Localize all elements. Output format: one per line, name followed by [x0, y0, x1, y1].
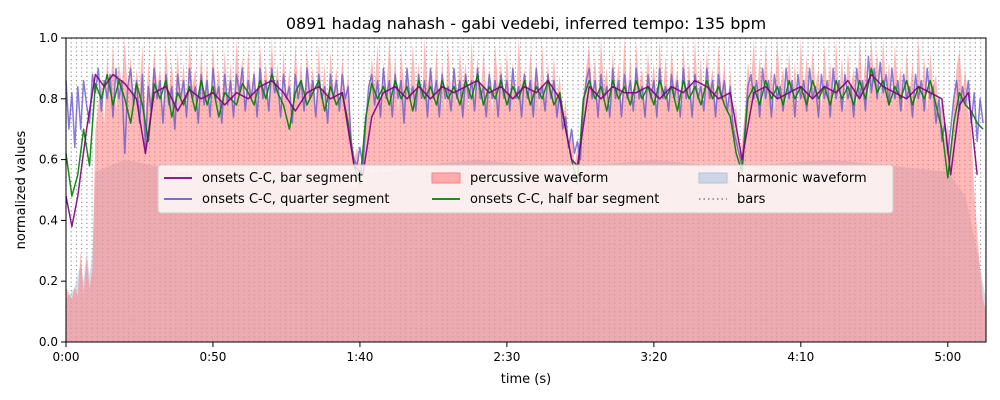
legend-item: percussive waveform	[431, 171, 608, 186]
y-tick-label: 0.0	[39, 335, 58, 349]
x-axis-label: time (s)	[501, 372, 551, 387]
legend-label: onsets C-C, quarter segment	[202, 192, 389, 207]
y-axis-label: normalized values	[14, 130, 29, 249]
legend-label: percussive waveform	[470, 171, 608, 186]
y-axis: 0.0 0.2 0.4 0.6 0.8 1.0	[39, 31, 66, 349]
legend-label: onsets C-C, half bar segment	[470, 192, 659, 207]
legend-item: onsets C-C, bar segment	[164, 171, 363, 186]
legend-swatch	[431, 172, 461, 184]
x-tick-label: 0:50	[199, 350, 226, 364]
x-tick-label: 2:30	[493, 350, 520, 364]
x-tick-label: 3:20	[640, 350, 667, 364]
x-axis: 0:00 0:50 1:40 2:30 3:20 4:10 5:00	[53, 342, 961, 364]
onset-lines	[65, 55, 984, 228]
legend-label: onsets C-C, bar segment	[202, 171, 363, 186]
y-tick-label: 0.6	[39, 153, 58, 167]
x-tick-label: 1:40	[346, 350, 373, 364]
onsets-c-c-bar-segment-line	[65, 73, 978, 228]
legend: onsets C-C, bar segment onsets C-C, quart…	[157, 164, 894, 214]
y-tick-label: 0.4	[39, 213, 58, 227]
x-tick-label: 5:00	[934, 350, 961, 364]
legend-item: onsets C-C, half bar segment	[432, 192, 659, 207]
y-tick-label: 0.8	[39, 92, 58, 106]
x-tick-label: 0:00	[53, 350, 80, 364]
legend-item: onsets C-C, quarter segment	[164, 192, 389, 207]
y-tick-label: 1.0	[39, 31, 58, 45]
legend-item: harmonic waveform	[698, 171, 867, 186]
legend-item: bars	[699, 192, 766, 207]
onsets-c-c-half-bar-segment-line	[65, 67, 984, 197]
legend-label: harmonic waveform	[737, 171, 867, 186]
legend-swatch	[698, 172, 728, 184]
chart-title: 0891 hadag nahash - gabi vedebi, inferre…	[286, 14, 766, 33]
onsets-c-c-quarter-segment-line	[65, 55, 984, 167]
y-tick-label: 0.2	[39, 274, 58, 288]
legend-label: bars	[737, 192, 766, 207]
x-tick-label: 4:10	[787, 350, 814, 364]
axes-frame	[65, 37, 987, 343]
